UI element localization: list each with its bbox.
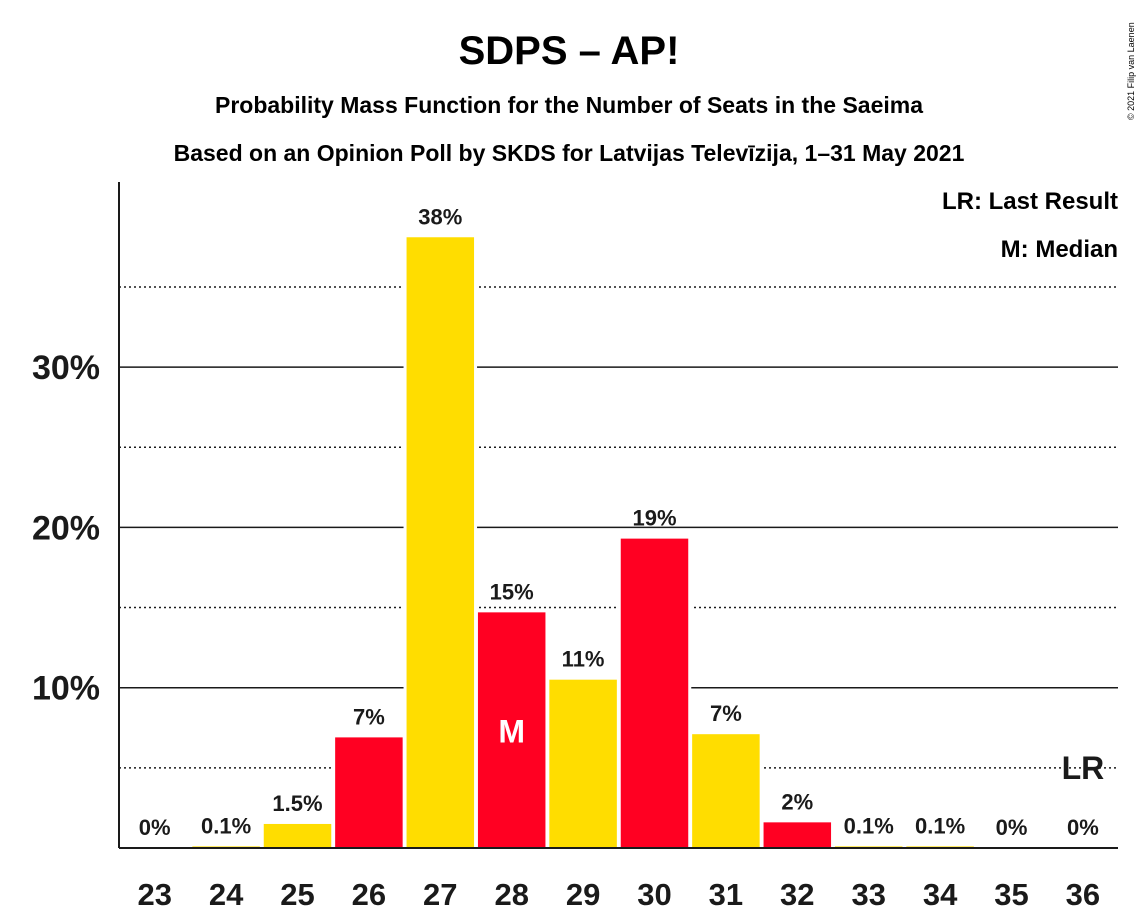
bar-outline — [903, 843, 977, 848]
x-tick-label: 32 — [780, 877, 814, 912]
gridlines — [119, 286, 1118, 769]
x-tick-label: 36 — [1066, 877, 1100, 912]
bars-group — [189, 234, 977, 848]
data-label: 7% — [710, 701, 742, 726]
data-label: 0.1% — [844, 813, 894, 838]
x-tick-label: 29 — [566, 877, 600, 912]
bar — [763, 822, 832, 848]
data-label: 0% — [996, 815, 1028, 840]
data-label: 0.1% — [201, 813, 251, 838]
data-label: 7% — [353, 704, 385, 729]
x-tick-label: 25 — [280, 877, 314, 912]
bar — [406, 237, 475, 848]
x-tick-label: 34 — [923, 877, 958, 912]
median-marker: M — [498, 713, 525, 749]
legend-last-result: LR: Last Result — [942, 188, 1118, 215]
last-result-marker: LR — [1062, 750, 1105, 786]
chart-subtitle-poll: Based on an Opinion Poll by SKDS for Lat… — [174, 140, 965, 166]
y-tick-label: 10% — [32, 670, 100, 708]
bar — [263, 823, 332, 848]
bar — [335, 737, 403, 848]
bar — [692, 734, 760, 848]
data-label: 1.5% — [272, 791, 322, 816]
data-label: 0% — [139, 815, 171, 840]
x-tick-label: 30 — [637, 877, 671, 912]
bar — [620, 538, 689, 848]
bar — [477, 612, 546, 848]
x-tick-label: 31 — [709, 877, 743, 912]
data-label: 2% — [781, 789, 813, 814]
legend-median: M: Median — [1001, 236, 1118, 263]
y-tick-label: 30% — [32, 349, 100, 387]
bar — [549, 679, 617, 848]
data-label: 11% — [562, 647, 605, 672]
x-tick-label: 23 — [137, 877, 171, 912]
copyright-notice: © 2021 Filip van Laenen — [1126, 22, 1136, 120]
x-tick-label: 27 — [423, 877, 457, 912]
chart-subtitle: Probability Mass Function for the Number… — [215, 92, 923, 118]
y-tick-label: 20% — [32, 509, 100, 547]
x-tick-label: 28 — [494, 877, 528, 912]
bar-outline — [189, 843, 263, 848]
y-axis: 10% 20% 30% — [32, 182, 1118, 849]
x-axis: 23 24 25 26 27 28 29 30 31 32 33 34 35 36 — [137, 877, 1100, 912]
data-label: 0.1% — [915, 813, 965, 838]
x-tick-label: 24 — [209, 877, 244, 912]
data-label: 19% — [632, 506, 676, 531]
data-label: 0% — [1067, 815, 1099, 840]
x-tick-label: 33 — [851, 877, 885, 912]
chart-title: SDPS – AP! — [459, 29, 680, 73]
data-label: 15% — [490, 579, 534, 604]
bar-outline — [831, 843, 906, 848]
data-labels-group: 0% 0.1% 1.5% 7% 38% 15% M 11% 19% 7% 2% 0.1% 0.1% 0% 0… — [139, 204, 1104, 840]
data-label: 38% — [418, 204, 462, 229]
x-tick-label: 26 — [352, 877, 386, 912]
x-tick-label: 35 — [994, 877, 1028, 912]
